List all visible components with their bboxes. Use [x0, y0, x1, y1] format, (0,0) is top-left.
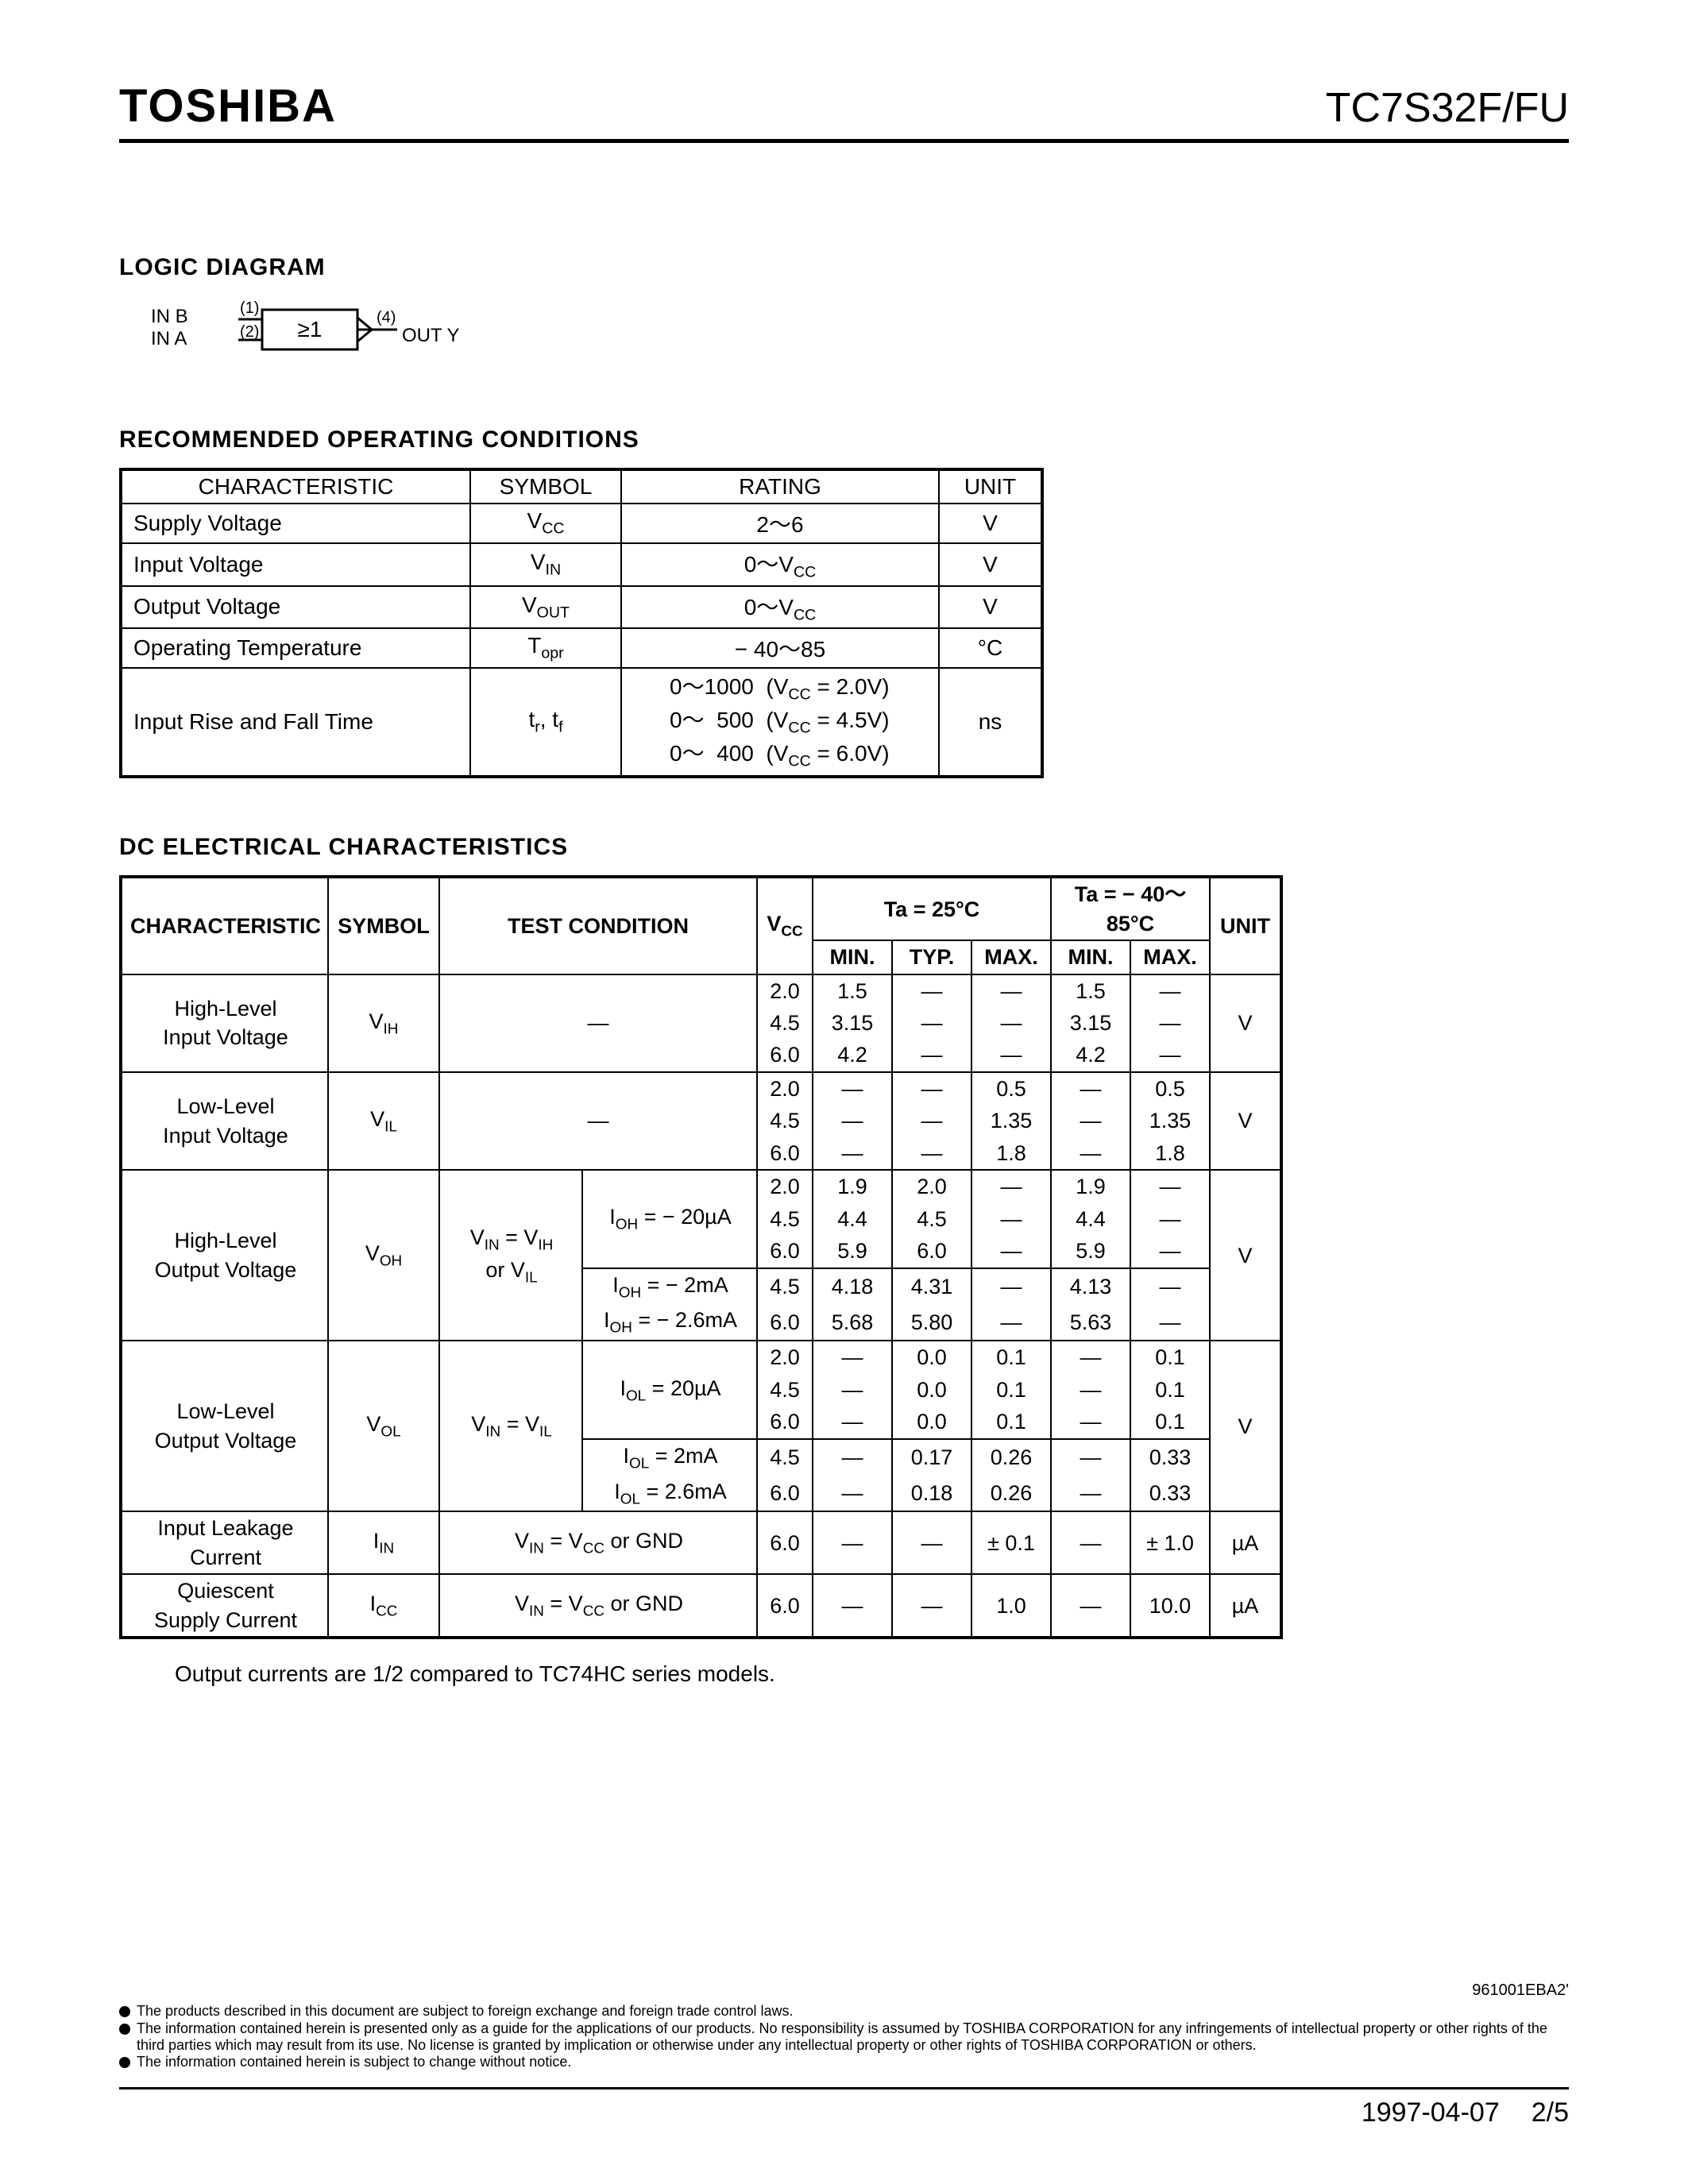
- output-note: Output currents are 1/2 compared to TC74…: [175, 1661, 1569, 1687]
- dc-table: CHARACTERISTIC SYMBOL TEST CONDITION VCC…: [119, 875, 1283, 1639]
- bullet-icon: [119, 2006, 130, 2017]
- roc-head-rat: RATING: [621, 469, 939, 504]
- roc-head-char: CHARACTERISTIC: [121, 469, 470, 504]
- in-b-label: IN B: [151, 306, 188, 327]
- page-footer: 961001EBA2' The products described in th…: [119, 1981, 1569, 2128]
- footer-date: 1997-04-07: [1362, 2097, 1500, 2128]
- in-a-label: IN A: [151, 328, 187, 349]
- section-title-dc: DC ELECTRICAL CHARACTERISTICS: [119, 834, 1569, 861]
- out-label: OUT Y: [402, 325, 459, 346]
- bullet-icon: [119, 2024, 130, 2035]
- roc-row: Input Voltage VIN 0～VCC V: [121, 543, 1042, 586]
- logic-diagram-section: LOGIC DIAGRAM ≥1 IN B IN A (1) (2) (4) O…: [119, 254, 1569, 371]
- part-number: TC7S32F/FU: [1326, 84, 1569, 132]
- roc-head-unit: UNIT: [939, 469, 1042, 504]
- section-title-roc: RECOMMENDED OPERATING CONDITIONS: [119, 426, 1569, 453]
- footer-page: 2/5: [1532, 2097, 1569, 2128]
- section-title-logic: LOGIC DIAGRAM: [119, 254, 1569, 281]
- roc-head-sym: SYMBOL: [470, 469, 621, 504]
- page: TOSHIBA TC7S32F/FU LOGIC DIAGRAM ≥1 IN B…: [0, 0, 1688, 2184]
- pin2-label: (2): [240, 323, 259, 341]
- roc-row: Supply Voltage VCC 2～6 V: [121, 504, 1042, 543]
- brand-logo: TOSHIBA: [119, 79, 337, 133]
- legal-notes: The products described in this document …: [119, 2003, 1569, 2089]
- pin4-label: (4): [377, 309, 396, 326]
- roc-risefall-lines: 0～1000 (VCC = 2.0V)0～ 500 (VCC = 4.5V)0～…: [621, 668, 939, 777]
- roc-table: CHARACTERISTIC SYMBOL RATING UNIT Supply…: [119, 468, 1044, 778]
- roc-row: Output Voltage VOUT 0～VCC V: [121, 586, 1042, 629]
- page-header: TOSHIBA TC7S32F/FU: [119, 79, 1569, 143]
- bullet-icon: [119, 2057, 130, 2068]
- doc-code: 961001EBA2': [119, 1981, 1569, 2000]
- logic-diagram: ≥1 IN B IN A (1) (2) (4) OUT Y: [151, 295, 1569, 371]
- pin1-label: (1): [240, 299, 259, 317]
- gate-label: ≥1: [298, 317, 323, 341]
- roc-row: Operating Temperature Topr − 40～85 °C: [121, 628, 1042, 668]
- roc-row-risefall: Input Rise and Fall Time tr, tf 0～1000 (…: [121, 668, 1042, 777]
